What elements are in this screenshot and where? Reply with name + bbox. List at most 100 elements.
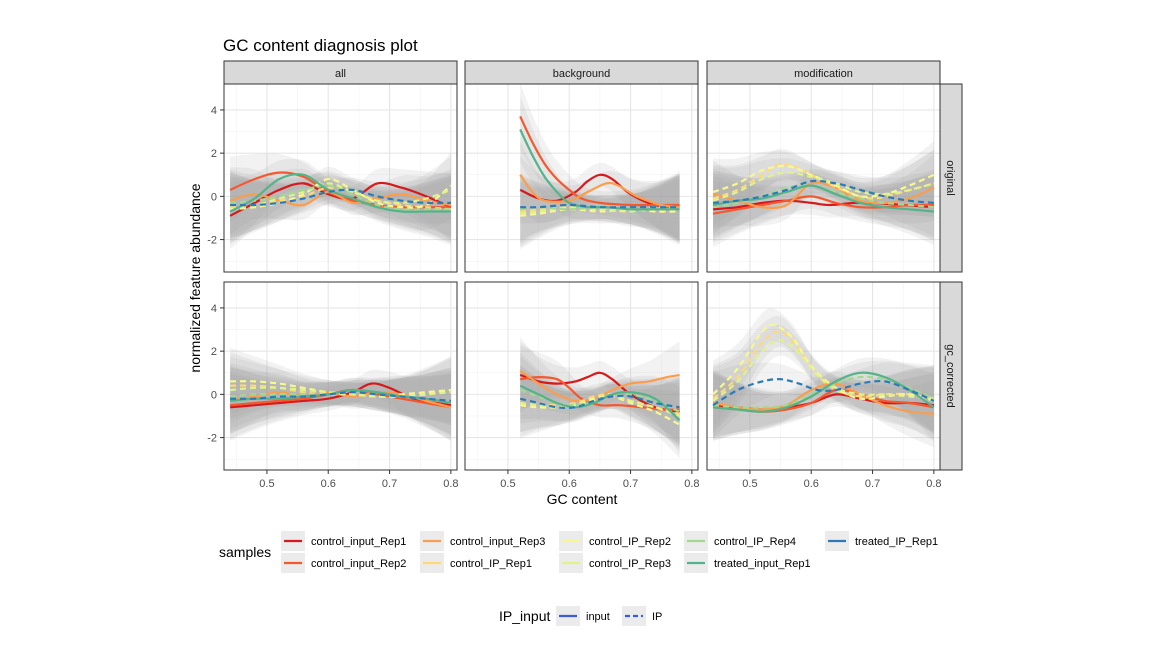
confidence-band (230, 158, 451, 245)
series-line-control_IP_Rep1 (712, 162, 935, 200)
series-line-treated_IP_Rep1 (520, 203, 680, 209)
facet-panel-gc_corrected-background: 0.5 0.6 0.7 0.8 (464, 281, 700, 490)
series-line-treated_IP_Rep1 (519, 394, 680, 410)
confidence-band (520, 156, 680, 241)
legend-item-label: control_IP_Rep1 (450, 558, 532, 570)
series-line-control_IP_Rep2 (712, 164, 935, 198)
legend-item-control_IP_Rep3: control_IP_Rep3 (559, 553, 671, 573)
ip-input-legend-title: IP_input (499, 608, 550, 624)
series-line-treated_input_Rep1 (519, 128, 680, 211)
facet-strip-label: gc_corrected (944, 344, 956, 408)
legend-item-label: treated_input_Rep1 (714, 558, 811, 570)
facet-panel-original-modification (706, 83, 941, 273)
confidence-band (520, 341, 680, 446)
legend-item-label: control_input_Rep3 (450, 536, 545, 548)
panel-content (229, 152, 452, 250)
series-line-treated_input_Rep1 (712, 371, 935, 413)
series-line-control_input_Rep3 (712, 181, 935, 209)
confidence-band (713, 373, 934, 441)
y-axis-label: normalized feature abundance (187, 183, 203, 372)
y-tick-label: 2 (211, 148, 217, 160)
legend-item-label: control_input_Rep2 (311, 558, 406, 570)
facet-strip-label: background (553, 68, 611, 80)
legend-item-label: input (586, 611, 610, 623)
y-tick-label: 2 (211, 346, 217, 358)
panel-background (707, 282, 940, 470)
facet-strip-label: all (335, 68, 346, 80)
legend-item-label: control_IP_Rep2 (589, 536, 671, 548)
series-line-control_IP_Rep3 (712, 339, 935, 402)
panel-content (519, 337, 681, 459)
series-line-control_input_Rep2 (519, 115, 680, 207)
facet-panel-original-background (464, 83, 699, 273)
series-line-control_input_Rep3 (519, 174, 680, 209)
confidence-band (230, 365, 451, 435)
facet-panel-gc_corrected-modification: 0.5 0.6 0.7 0.8 (706, 281, 942, 490)
series-line-control_input_Rep2 (712, 195, 934, 215)
x-tick-label: 0.8 (684, 478, 699, 490)
series-line-treated_IP_Rep1 (230, 188, 451, 207)
panel-background (224, 282, 457, 470)
panel-border (464, 83, 699, 273)
legend-item-treated_input_Rep1: treated_input_Rep1 (684, 553, 811, 573)
confidence-band (230, 367, 451, 441)
confidence-band (520, 352, 680, 454)
x-tick-label: 0.7 (865, 478, 880, 490)
series-line-control_IP_Rep2 (520, 395, 681, 426)
legend-item-control_IP_Rep1: control_IP_Rep1 (420, 553, 532, 573)
confidence-band (230, 152, 451, 243)
series-line-control_input_Rep1 (519, 371, 680, 413)
legend-item-control_input_Rep1: control_input_Rep1 (281, 531, 406, 551)
panel-content (712, 141, 935, 248)
series-line-control_input_Rep3 (712, 382, 934, 415)
x-tick-label: 0.7 (623, 478, 638, 490)
x-tick-label: 0.8 (443, 478, 458, 490)
legend-item-control_input_Rep3: control_input_Rep3 (420, 531, 545, 551)
confidence-band (713, 168, 934, 237)
panel-background (224, 84, 457, 272)
panel-content (519, 84, 680, 250)
legend-item-IP: IP (622, 606, 662, 626)
panel-background (465, 84, 698, 272)
panel-border (706, 281, 941, 471)
confidence-band (713, 369, 934, 448)
legend-item-label: control_IP_Rep4 (714, 536, 796, 548)
x-tick-label: 0.5 (259, 478, 274, 490)
series-line-treated_input_Rep1 (712, 184, 935, 213)
samples-legend-title: samples (219, 544, 271, 560)
legend-item-input: input (556, 606, 610, 626)
confidence-band (713, 371, 934, 439)
confidence-band (520, 141, 680, 241)
samples-legend: samples control_input_Rep1 control_input_… (219, 531, 938, 573)
facet-panel-gc_corrected-all: -2 0 2 4 0.5 0.6 0.7 0.8 (207, 281, 459, 490)
y-tick-label: 0 (211, 191, 217, 203)
legend-item-label: control_input_Rep1 (311, 536, 406, 548)
legend-item-control_IP_Rep2: control_IP_Rep2 (559, 531, 671, 551)
panel-border (706, 83, 941, 273)
confidence-band (713, 173, 934, 243)
series-line-treated_IP_Rep1 (712, 179, 935, 204)
series-line-treated_input_Rep1 (229, 173, 451, 213)
confidence-band (713, 171, 934, 248)
panel-content (229, 347, 452, 441)
x-tick-label: 0.7 (382, 478, 397, 490)
confidence-band (713, 172, 934, 241)
x-tick-label: 0.5 (742, 478, 757, 490)
legend-item-treated_IP_Rep1: treated_IP_Rep1 (825, 531, 938, 551)
confidence-band (230, 363, 451, 435)
x-tick-label: 0.6 (321, 478, 336, 490)
series-line-control_IP_Rep3 (712, 171, 935, 202)
y-tick-label: 4 (211, 105, 217, 117)
panel-border (223, 281, 458, 471)
ip-input-legend: IP_input input IP (499, 606, 662, 626)
chart-title: GC content diagnosis plot (223, 36, 418, 55)
confidence-band (713, 154, 934, 228)
y-tick-label: 4 (211, 303, 217, 315)
y-tick-label: -2 (207, 433, 217, 445)
x-axis-label: GC content (547, 491, 618, 507)
series-line-control_IP_Rep4 (229, 184, 451, 211)
legend-item-label: control_IP_Rep3 (589, 558, 671, 570)
confidence-band (713, 171, 934, 245)
series-line-treated_input_Rep1 (519, 384, 681, 422)
